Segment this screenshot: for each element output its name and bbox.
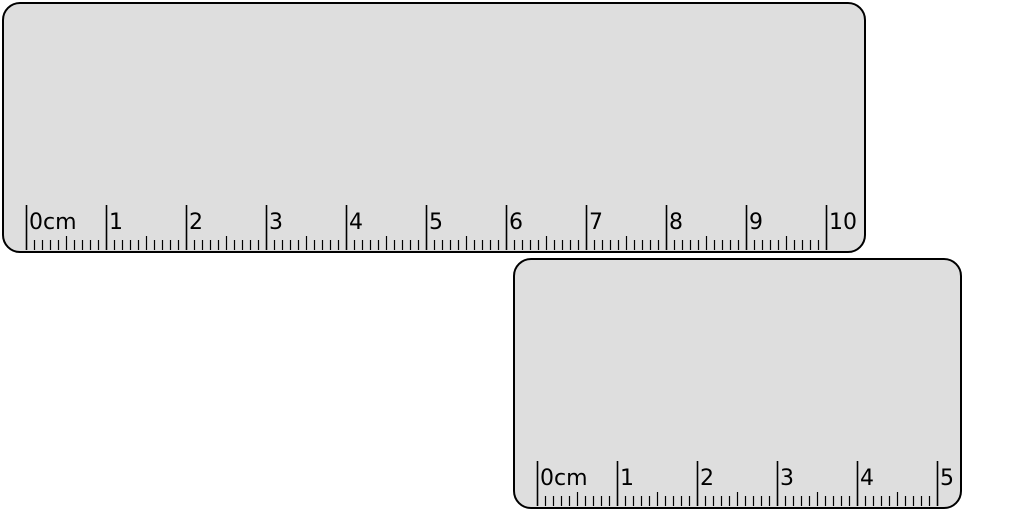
tick-label: 1 [620,466,634,491]
ruler-scale: 0cm 1 2 3 4 5 [536,461,954,506]
tick-label: 3 [269,210,283,235]
tick-label: 4 [860,466,874,491]
tick-label: 4 [349,210,363,235]
tick-label: 3 [780,466,794,491]
ruler-short: 0cm 1 2 3 4 5 [513,258,962,509]
tick-label: 8 [669,210,683,235]
tick-label: 2 [700,466,714,491]
tick-label: 0cm [540,466,588,491]
tick-label: 5 [429,210,443,235]
tick-label: 5 [940,466,954,491]
tick-label: 1 [109,210,123,235]
ruler-scale: 0cm 1 2 3 4 5 6 7 8 9 10 [25,205,857,250]
tick-label: 9 [749,210,763,235]
tick-label: 0cm [29,210,77,235]
tick-label: 10 [829,210,857,235]
tick-label: 2 [189,210,203,235]
tick-label: 7 [589,210,603,235]
tick-label: 6 [509,210,523,235]
ruler-long: 0cm 1 2 3 4 5 6 7 8 9 10 [2,2,866,253]
